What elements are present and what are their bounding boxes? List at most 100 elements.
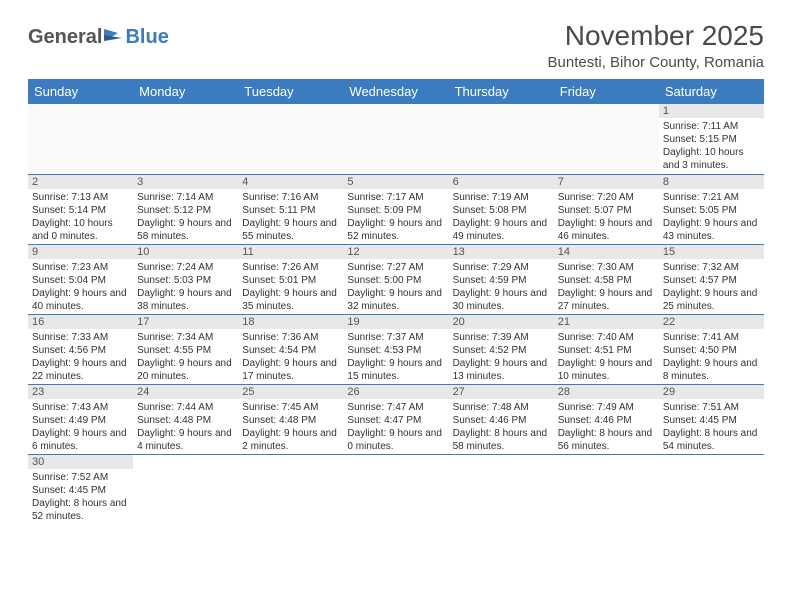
sunrise-text: Sunrise: 7:16 AM [242, 191, 339, 204]
sunset-text: Sunset: 5:05 PM [663, 204, 760, 217]
day-info: Sunrise: 7:51 AMSunset: 4:45 PMDaylight:… [659, 399, 764, 453]
day-info: Sunrise: 7:36 AMSunset: 4:54 PMDaylight:… [238, 329, 343, 383]
day-info: Sunrise: 7:41 AMSunset: 4:50 PMDaylight:… [659, 329, 764, 383]
calendar-row: 16Sunrise: 7:33 AMSunset: 4:56 PMDayligh… [28, 314, 764, 384]
calendar-cell [133, 454, 238, 524]
calendar-cell: 24Sunrise: 7:44 AMSunset: 4:48 PMDayligh… [133, 384, 238, 454]
sunset-text: Sunset: 5:01 PM [242, 274, 339, 287]
calendar-cell: 25Sunrise: 7:45 AMSunset: 4:48 PMDayligh… [238, 384, 343, 454]
calendar-cell: 13Sunrise: 7:29 AMSunset: 4:59 PMDayligh… [449, 244, 554, 314]
calendar-cell: 7Sunrise: 7:20 AMSunset: 5:07 PMDaylight… [554, 174, 659, 244]
day-number: 24 [133, 385, 238, 399]
sunrise-text: Sunrise: 7:52 AM [32, 471, 129, 484]
calendar-cell: 21Sunrise: 7:40 AMSunset: 4:51 PMDayligh… [554, 314, 659, 384]
sunset-text: Sunset: 5:11 PM [242, 204, 339, 217]
calendar-cell: 23Sunrise: 7:43 AMSunset: 4:49 PMDayligh… [28, 384, 133, 454]
sunrise-text: Sunrise: 7:24 AM [137, 261, 234, 274]
sunrise-text: Sunrise: 7:32 AM [663, 261, 760, 274]
sunrise-text: Sunrise: 7:13 AM [32, 191, 129, 204]
calendar-cell [554, 454, 659, 524]
calendar-row: 1Sunrise: 7:11 AMSunset: 5:15 PMDaylight… [28, 104, 764, 174]
sunrise-text: Sunrise: 7:37 AM [347, 331, 444, 344]
sunset-text: Sunset: 4:46 PM [453, 414, 550, 427]
day-number: 26 [343, 385, 448, 399]
calendar-cell [449, 454, 554, 524]
calendar-cell: 22Sunrise: 7:41 AMSunset: 4:50 PMDayligh… [659, 314, 764, 384]
calendar-cell: 16Sunrise: 7:33 AMSunset: 4:56 PMDayligh… [28, 314, 133, 384]
day-number: 17 [133, 315, 238, 329]
daylight-text: Daylight: 8 hours and 56 minutes. [558, 427, 655, 453]
sunrise-text: Sunrise: 7:36 AM [242, 331, 339, 344]
calendar-cell: 15Sunrise: 7:32 AMSunset: 4:57 PMDayligh… [659, 244, 764, 314]
calendar-cell [238, 104, 343, 174]
sunrise-text: Sunrise: 7:34 AM [137, 331, 234, 344]
calendar-cell: 6Sunrise: 7:19 AMSunset: 5:08 PMDaylight… [449, 174, 554, 244]
sunset-text: Sunset: 4:47 PM [347, 414, 444, 427]
sunset-text: Sunset: 4:53 PM [347, 344, 444, 357]
calendar-cell: 19Sunrise: 7:37 AMSunset: 4:53 PMDayligh… [343, 314, 448, 384]
day-number: 18 [238, 315, 343, 329]
daylight-text: Daylight: 9 hours and 13 minutes. [453, 357, 550, 383]
sunset-text: Sunset: 5:09 PM [347, 204, 444, 217]
daylight-text: Daylight: 9 hours and 43 minutes. [663, 217, 760, 243]
day-info: Sunrise: 7:48 AMSunset: 4:46 PMDaylight:… [449, 399, 554, 453]
daylight-text: Daylight: 9 hours and 35 minutes. [242, 287, 339, 313]
day-number: 12 [343, 245, 448, 259]
day-number: 28 [554, 385, 659, 399]
calendar-cell [343, 104, 448, 174]
calendar-row: 23Sunrise: 7:43 AMSunset: 4:49 PMDayligh… [28, 384, 764, 454]
sunrise-text: Sunrise: 7:14 AM [137, 191, 234, 204]
day-info: Sunrise: 7:26 AMSunset: 5:01 PMDaylight:… [238, 259, 343, 313]
day-header-row: Sunday Monday Tuesday Wednesday Thursday… [28, 79, 764, 104]
sunset-text: Sunset: 4:54 PM [242, 344, 339, 357]
day-info: Sunrise: 7:14 AMSunset: 5:12 PMDaylight:… [133, 189, 238, 243]
day-info: Sunrise: 7:47 AMSunset: 4:47 PMDaylight:… [343, 399, 448, 453]
calendar-table: Sunday Monday Tuesday Wednesday Thursday… [28, 79, 764, 524]
calendar-page: General Blue November 2025 Buntesti, Bih… [0, 0, 792, 544]
sunset-text: Sunset: 5:12 PM [137, 204, 234, 217]
day-number: 9 [28, 245, 133, 259]
daylight-text: Daylight: 9 hours and 30 minutes. [453, 287, 550, 313]
calendar-cell: 5Sunrise: 7:17 AMSunset: 5:09 PMDaylight… [343, 174, 448, 244]
title-block: November 2025 Buntesti, Bihor County, Ro… [548, 20, 765, 71]
daylight-text: Daylight: 9 hours and 8 minutes. [663, 357, 760, 383]
day-number: 27 [449, 385, 554, 399]
day-info: Sunrise: 7:43 AMSunset: 4:49 PMDaylight:… [28, 399, 133, 453]
sunset-text: Sunset: 4:46 PM [558, 414, 655, 427]
calendar-cell: 8Sunrise: 7:21 AMSunset: 5:05 PMDaylight… [659, 174, 764, 244]
day-info: Sunrise: 7:37 AMSunset: 4:53 PMDaylight:… [343, 329, 448, 383]
sunrise-text: Sunrise: 7:40 AM [558, 331, 655, 344]
day-info: Sunrise: 7:34 AMSunset: 4:55 PMDaylight:… [133, 329, 238, 383]
day-info: Sunrise: 7:21 AMSunset: 5:05 PMDaylight:… [659, 189, 764, 243]
day-header-wed: Wednesday [343, 79, 448, 104]
calendar-cell: 9Sunrise: 7:23 AMSunset: 5:04 PMDaylight… [28, 244, 133, 314]
daylight-text: Daylight: 9 hours and 10 minutes. [558, 357, 655, 383]
sunrise-text: Sunrise: 7:51 AM [663, 401, 760, 414]
day-number: 3 [133, 175, 238, 189]
sunset-text: Sunset: 5:00 PM [347, 274, 444, 287]
calendar-cell: 2Sunrise: 7:13 AMSunset: 5:14 PMDaylight… [28, 174, 133, 244]
daylight-text: Daylight: 9 hours and 4 minutes. [137, 427, 234, 453]
calendar-cell: 3Sunrise: 7:14 AMSunset: 5:12 PMDaylight… [133, 174, 238, 244]
calendar-cell: 27Sunrise: 7:48 AMSunset: 4:46 PMDayligh… [449, 384, 554, 454]
location-text: Buntesti, Bihor County, Romania [548, 54, 765, 71]
daylight-text: Daylight: 9 hours and 6 minutes. [32, 427, 129, 453]
day-number: 2 [28, 175, 133, 189]
daylight-text: Daylight: 9 hours and 22 minutes. [32, 357, 129, 383]
sunset-text: Sunset: 4:52 PM [453, 344, 550, 357]
calendar-row: 30Sunrise: 7:52 AMSunset: 4:45 PMDayligh… [28, 454, 764, 524]
sunrise-text: Sunrise: 7:20 AM [558, 191, 655, 204]
sunset-text: Sunset: 4:55 PM [137, 344, 234, 357]
day-number: 22 [659, 315, 764, 329]
day-number: 1 [659, 104, 764, 118]
sunrise-text: Sunrise: 7:27 AM [347, 261, 444, 274]
sunrise-text: Sunrise: 7:19 AM [453, 191, 550, 204]
sunrise-text: Sunrise: 7:11 AM [663, 120, 760, 133]
logo-text-general: General [28, 26, 102, 49]
daylight-text: Daylight: 9 hours and 15 minutes. [347, 357, 444, 383]
day-info: Sunrise: 7:16 AMSunset: 5:11 PMDaylight:… [238, 189, 343, 243]
day-number: 6 [449, 175, 554, 189]
calendar-cell [238, 454, 343, 524]
sunrise-text: Sunrise: 7:47 AM [347, 401, 444, 414]
logo-flag-icon [104, 27, 124, 48]
